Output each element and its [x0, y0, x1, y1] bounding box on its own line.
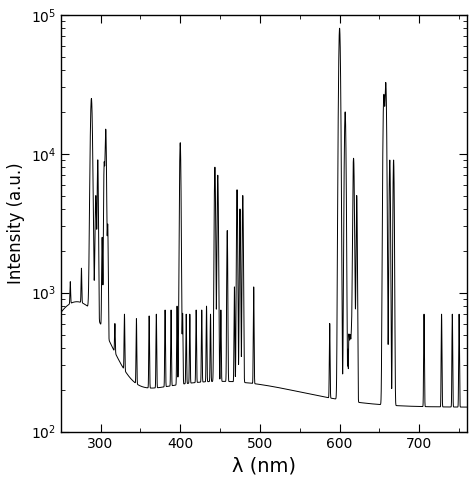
Y-axis label: Intensity (a.u.): Intensity (a.u.) [7, 162, 25, 284]
X-axis label: λ (nm): λ (nm) [232, 456, 296, 475]
